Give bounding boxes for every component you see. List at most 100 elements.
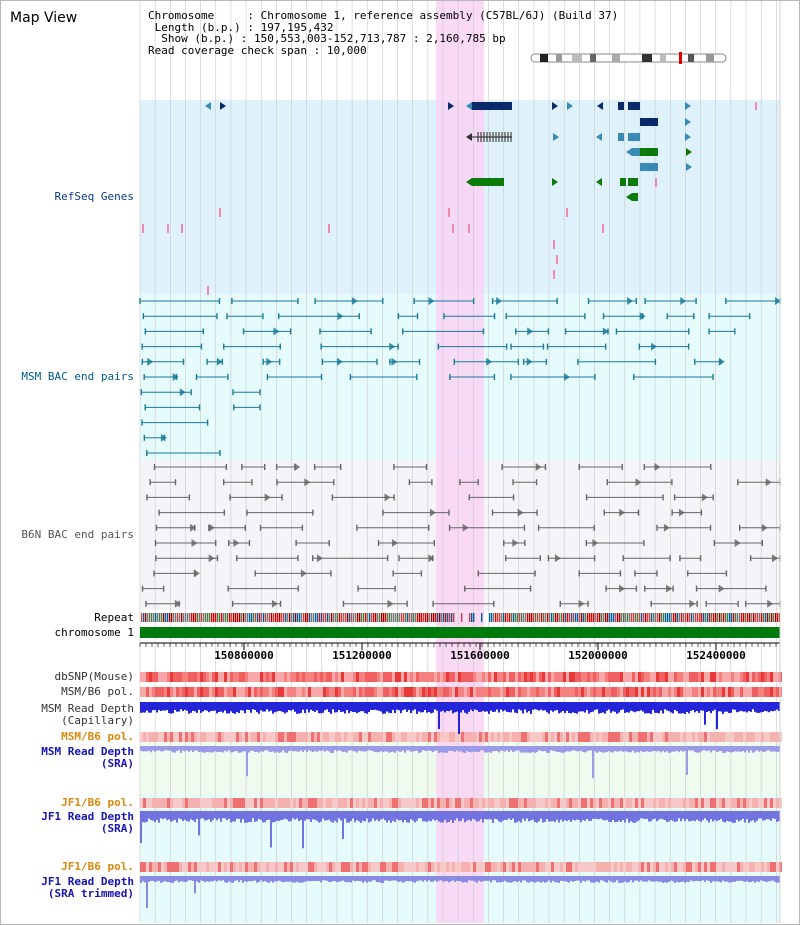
repeat-mark <box>547 613 549 622</box>
dbsnp-heat <box>752 672 755 682</box>
msm-sra-depth <box>638 746 640 753</box>
msm-pol2-heat <box>518 732 521 742</box>
repeat-mark <box>327 613 329 622</box>
b6n-bac-pair <box>701 493 708 502</box>
msm-pol-heat <box>272 687 275 697</box>
jf1-pol-heat <box>440 798 443 808</box>
jf1-pol-heat <box>701 798 704 808</box>
jf1-pol2-heat <box>725 862 728 872</box>
b6n-bac-label[interactable]: B6N BAC end pairs <box>21 528 134 541</box>
msm-sra-depth <box>168 746 170 751</box>
jf1-trim-depth <box>452 876 454 881</box>
jf1-pol2-heat <box>230 862 233 872</box>
jf1-sra-depth <box>642 811 644 819</box>
jf1-pol-heat <box>503 798 506 808</box>
msm-cap-depth <box>738 702 740 712</box>
msm-pol2-heat <box>143 732 146 742</box>
msm-sra-depth <box>280 746 282 753</box>
msm-cap-depth <box>448 702 450 712</box>
msm-pol2-heat <box>152 732 155 742</box>
msm-pol-heat <box>392 687 395 697</box>
repeat-mark <box>473 613 475 622</box>
jf1-trim-depth <box>216 876 218 882</box>
jf1-sra-depth <box>300 811 302 820</box>
msm-pol2-heat <box>479 732 482 742</box>
msm-pol-heat <box>248 687 251 697</box>
dbsnp-heat <box>542 672 545 682</box>
jf1-trim-depth <box>284 876 286 882</box>
repeat-mark <box>469 613 471 622</box>
msm-pol2-heat <box>233 732 236 742</box>
dbsnp-heat <box>602 672 605 682</box>
repeat-mark <box>443 613 445 622</box>
jf1-pol2-heat <box>251 862 254 872</box>
msm-pol2-heat <box>161 732 164 742</box>
dbsnp-heat <box>500 672 503 682</box>
msm-pol2-heat <box>764 732 767 742</box>
jf1-pol2-heat <box>497 862 500 872</box>
dbsnp-heat <box>356 672 359 682</box>
jf1-pol-heat <box>557 798 560 808</box>
repeat-mark <box>617 613 619 622</box>
jf1-pol2-heat <box>152 862 155 872</box>
msm-bac-pair <box>172 373 179 381</box>
msm-sra-depth <box>342 746 344 753</box>
jf1-trim-depth <box>742 876 744 882</box>
msm-pol2-heat <box>458 732 461 742</box>
msm-cap-depth <box>486 702 488 712</box>
jf1-trim-depth <box>340 876 342 882</box>
jf1-pol-heat <box>572 798 575 808</box>
jf1-pol2-heat <box>458 862 461 872</box>
jf1-pol-heat <box>650 798 653 808</box>
jf1-sra-depth <box>354 811 356 823</box>
jf1-trim-depth <box>492 876 494 881</box>
jf1-pol2-heat <box>452 862 455 872</box>
jf1-trim-depth <box>172 876 174 883</box>
jf1-pol2-heat <box>653 862 656 872</box>
repeat-mark <box>287 613 289 622</box>
msm-cap-depth <box>168 702 170 714</box>
msm-pol-heat <box>698 687 701 697</box>
dbsnp-heat <box>239 672 242 682</box>
length-value: 197,195,432 <box>260 20 334 34</box>
msm-pol2-heat <box>545 732 548 742</box>
jf1-trim-depth <box>386 876 388 881</box>
jf1-pol2-heat <box>758 862 761 872</box>
dbsnp-heat <box>551 672 554 682</box>
b6n-bac-pair <box>635 478 642 487</box>
jf1-pol-heat <box>146 798 149 808</box>
msm-pol-heat <box>554 687 557 697</box>
msm-sra-depth <box>620 746 622 751</box>
jf1-trim-depth <box>624 876 626 882</box>
repeat-mark <box>597 613 599 622</box>
msm-pol-heat <box>338 687 341 697</box>
msm-pol-heat <box>299 687 302 697</box>
gene-tick <box>167 224 169 233</box>
msm-bac-label[interactable]: MSM BAC end pairs <box>21 370 134 383</box>
msm-sra-depth <box>554 746 556 752</box>
msm-pol2-heat <box>182 732 185 742</box>
jf1-trim-depth <box>628 876 630 883</box>
msm-sra-depth <box>408 746 410 751</box>
jf1-trim-depth <box>298 876 300 883</box>
repeat-mark <box>331 613 333 622</box>
msm-pol2-heat <box>470 732 473 742</box>
msm-sra-depth <box>492 746 494 752</box>
msm-cap-depth <box>372 702 374 710</box>
repeat-mark <box>423 613 425 622</box>
dbsnp-heat <box>485 672 488 682</box>
dbsnp-heat <box>479 672 482 682</box>
jf1-pol-heat <box>620 798 623 808</box>
jf1-trim-depth <box>486 876 488 881</box>
msm-pol2-heat <box>413 732 416 742</box>
jf1-pol-heat <box>464 798 467 808</box>
msm-cap-depth <box>176 702 178 712</box>
jf1-pol-heat <box>641 798 644 808</box>
jf1-pol-heat <box>488 798 491 808</box>
dbsnp-heat <box>518 672 521 682</box>
refseq-label[interactable]: RefSeq Genes <box>54 190 134 203</box>
msm-pol2-heat <box>749 732 752 742</box>
jf1-sra-depth <box>688 811 690 822</box>
jf1-sra-depth <box>308 811 310 820</box>
